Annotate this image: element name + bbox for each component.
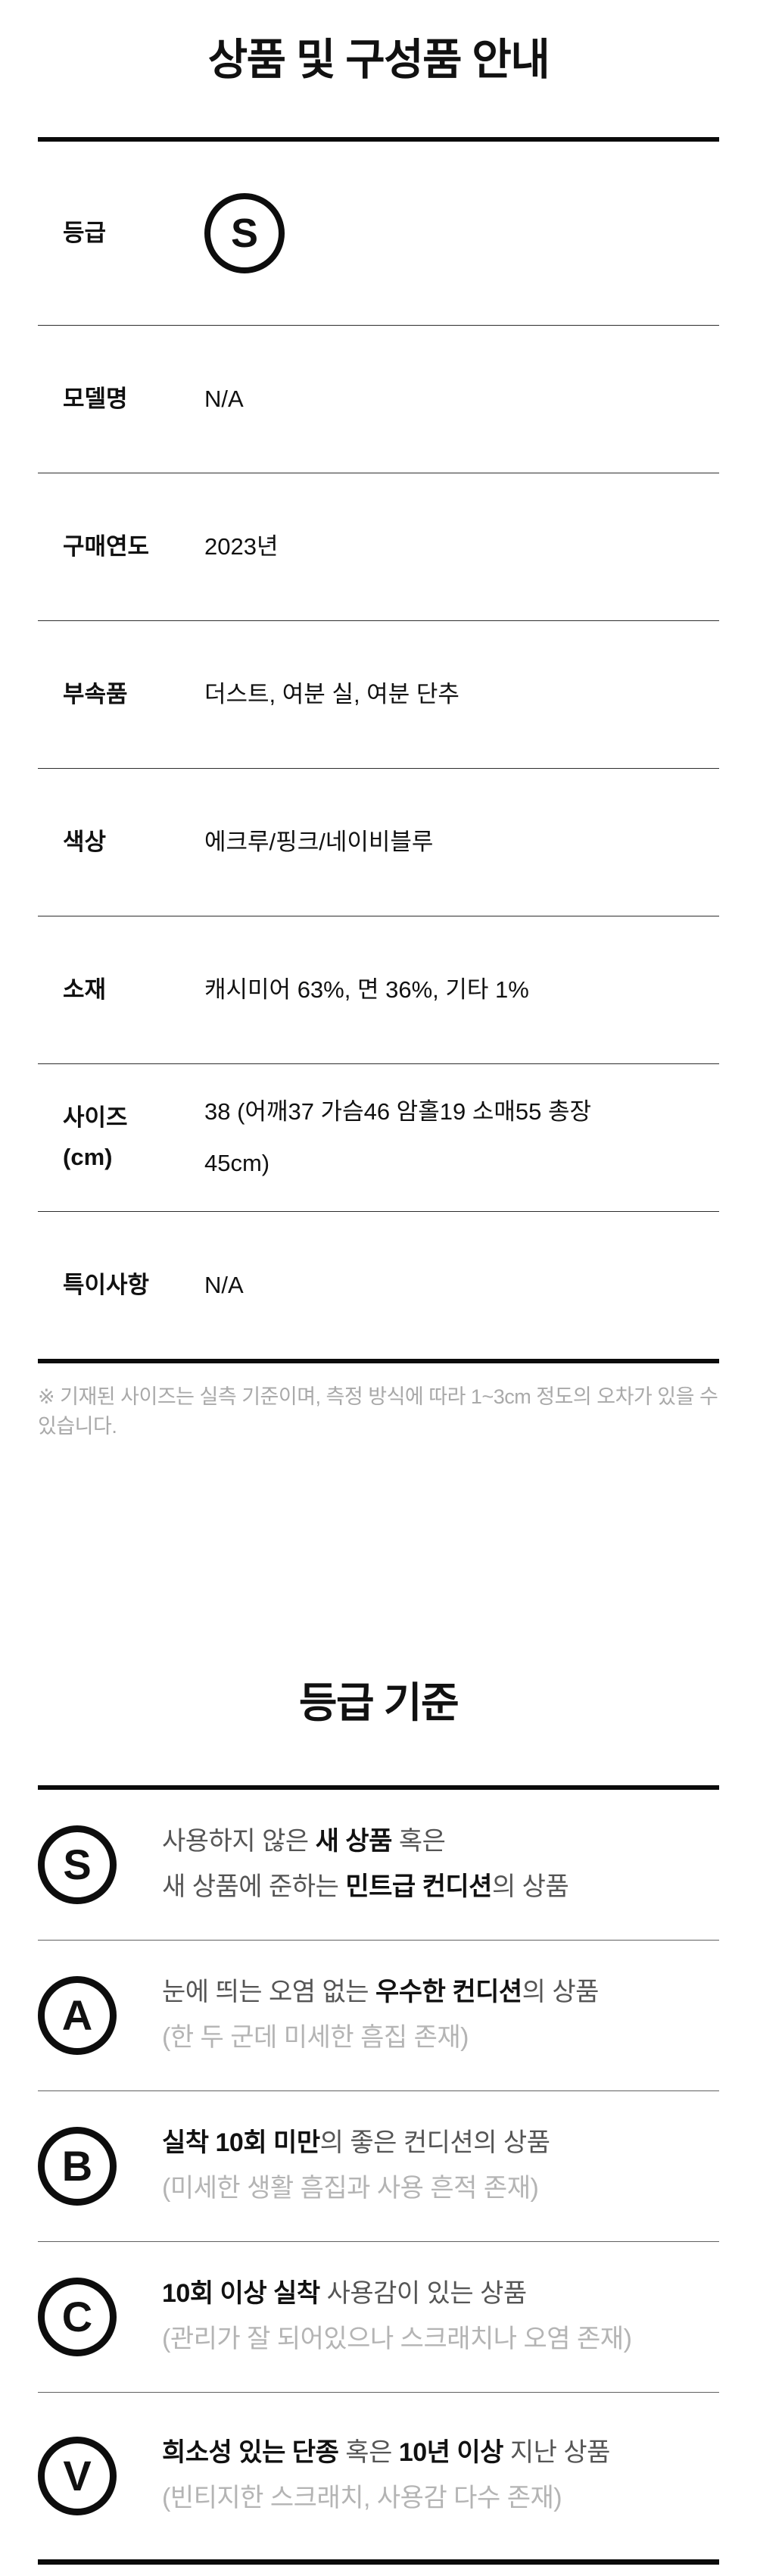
- grade-letter: S: [63, 1841, 92, 1889]
- grade-s-icon: S: [38, 1825, 117, 1904]
- size-disclaimer: ※ 기재된 사이즈는 실측 기준이며, 측정 방식에 따라 1~3cm 정도의 …: [38, 1385, 718, 1438]
- grade-row-c: C 10회 이상 실착 사용감이 있는 상품 (관리가 잘 되어있으나 스크래치…: [38, 2242, 719, 2393]
- grade-letter: A: [61, 1991, 93, 2040]
- table-row-accessories: 부속품 더스트, 여분 실, 여분 단추: [38, 621, 719, 770]
- grade-a-icon: A: [38, 1975, 117, 2055]
- row-value: S: [204, 142, 285, 325]
- grade-sub-line: (미세한 생활 흠집과 사용 흔적 존재): [162, 2173, 539, 2203]
- grade-criteria-table: S 사용하지 않은 새 상품 혹은 새 상품에 준하는 민트급 컨디션의 상품 …: [38, 1784, 719, 2565]
- table-row-color: 색상 에크루/핑크/네이비블루: [38, 769, 719, 917]
- grade-letter: S: [230, 210, 259, 256]
- grade-line-1: 10회 이상 실착 사용감이 있는 상품: [162, 2278, 527, 2308]
- row-label: 등급: [63, 219, 107, 246]
- grade-sub-line: (한 두 군데 미세한 흠집 존재): [162, 2022, 469, 2052]
- table-row-model: 모델명 N/A: [38, 326, 719, 474]
- table-row-material: 소재 캐시미어 63%, 면 36%, 기타 1%: [38, 916, 719, 1065]
- grade-letter: C: [61, 2293, 93, 2341]
- grade-description: 사용하지 않은 새 상품 혹은 새 상품에 준하는 민트급 컨디션의 상품: [162, 1819, 569, 1910]
- row-label: 사이즈 (cm): [63, 1104, 128, 1171]
- grade-row-b: B 실착 10회 미만의 좋은 컨디션의 상품 (미세한 생활 흠집과 사용 흔…: [38, 2091, 719, 2242]
- grade-description: 희소성 있는 단종 혹은 10년 이상 지난 상품 (빈티지한 스크래치, 사용…: [162, 2431, 610, 2521]
- grade-line-1: 실착 10회 미만의 좋은 컨디션의 상품: [162, 2128, 550, 2157]
- grade-line-1: 희소성 있는 단종 혹은 10년 이상 지난 상품: [162, 2437, 610, 2467]
- grade-description: 실착 10회 미만의 좋은 컨디션의 상품 (미세한 생활 흠집과 사용 흔적 …: [162, 2121, 550, 2212]
- row-label: 구매연도: [63, 532, 150, 560]
- grade-sub-line: (빈티지한 스크래치, 사용감 다수 존재): [162, 2483, 562, 2512]
- table-row-size: 사이즈 (cm) 38 (어깨37 가슴46 암홀19 소매55 총장 45cm…: [38, 1064, 719, 1213]
- grade-row-a: A 눈에 띄는 오염 없는 우수한 컨디션의 상품 (한 두 군데 미세한 흠집…: [38, 1941, 719, 2091]
- grade-letter: V: [63, 2452, 92, 2500]
- grade-criteria-title: 등급 기준: [298, 1679, 459, 1727]
- row-value: 38 (어깨37 가슴46 암홀19 소매55 총장 45cm): [204, 1098, 591, 1177]
- row-value: N/A: [204, 386, 244, 413]
- table-row-purchase-year: 구매연도 2023년: [38, 473, 719, 622]
- grade-row-v: V 희소성 있는 단종 혹은 10년 이상 지난 상품 (빈티지한 스크래치, …: [38, 2393, 719, 2559]
- grade-row-s: S 사용하지 않은 새 상품 혹은 새 상품에 준하는 민트급 컨디션의 상품: [38, 1790, 719, 1941]
- grade-sub-line: (관리가 잘 되어있으나 스크래치나 오염 존재): [162, 2324, 632, 2353]
- grade-s-badge-icon: S: [204, 193, 285, 274]
- row-value: N/A: [204, 1272, 244, 1299]
- grade-v-icon: V: [38, 2436, 117, 2515]
- row-label: 모델명: [63, 385, 128, 412]
- grade-letter: B: [61, 2142, 93, 2190]
- table-row-grade: 등급 S: [38, 142, 719, 326]
- page-title: 상품 및 구성품 안내: [207, 36, 550, 85]
- grade-description: 10회 이상 실착 사용감이 있는 상품 (관리가 잘 되어있으나 스크래치나 …: [162, 2272, 632, 2362]
- row-label: 특이사항: [63, 1271, 150, 1298]
- row-value: 2023년: [204, 533, 279, 560]
- product-info-table: 등급 S 모델명 N/A 구매연도 2023년 부속품 더스트, 여분 실, 여…: [38, 136, 719, 1364]
- grade-description: 눈에 띄는 오염 없는 우수한 컨디션의 상품 (한 두 군데 미세한 흠집 존…: [162, 1970, 599, 2061]
- grade-b-icon: B: [38, 2126, 117, 2206]
- row-value: 더스트, 여분 실, 여분 단추: [204, 681, 459, 708]
- row-label: 부속품: [63, 680, 128, 707]
- grade-c-icon: C: [38, 2277, 117, 2356]
- row-label: 소재: [63, 976, 107, 1003]
- table-row-notes: 특이사항 N/A: [38, 1212, 719, 1359]
- grade-line-1: 사용하지 않은 새 상품 혹은: [162, 1826, 446, 1856]
- row-label: 색상: [63, 828, 107, 855]
- row-value: 캐시미어 63%, 면 36%, 기타 1%: [204, 976, 529, 1004]
- grade-line-2: 새 상품에 준하는 민트급 컨디션의 상품: [162, 1872, 569, 1901]
- grade-line-1: 눈에 띄는 오염 없는 우수한 컨디션의 상품: [162, 1977, 599, 2006]
- row-value: 에크루/핑크/네이비블루: [204, 829, 434, 856]
